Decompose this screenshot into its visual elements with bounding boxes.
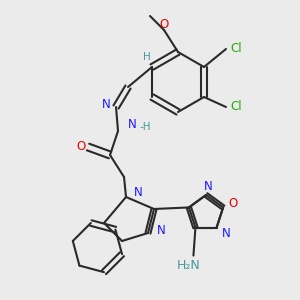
Text: Cl: Cl — [230, 43, 242, 56]
Text: N: N — [157, 224, 165, 238]
Text: O: O — [76, 140, 85, 154]
Text: Cl: Cl — [230, 100, 242, 113]
Text: -H: -H — [139, 122, 151, 132]
Text: H: H — [143, 52, 151, 62]
Text: N: N — [222, 227, 231, 240]
Text: O: O — [159, 19, 169, 32]
Text: N: N — [102, 98, 110, 112]
Text: H₂N: H₂N — [177, 259, 200, 272]
Text: N: N — [134, 187, 142, 200]
Text: N: N — [128, 118, 136, 131]
Text: O: O — [229, 197, 238, 210]
Text: N: N — [204, 181, 212, 194]
